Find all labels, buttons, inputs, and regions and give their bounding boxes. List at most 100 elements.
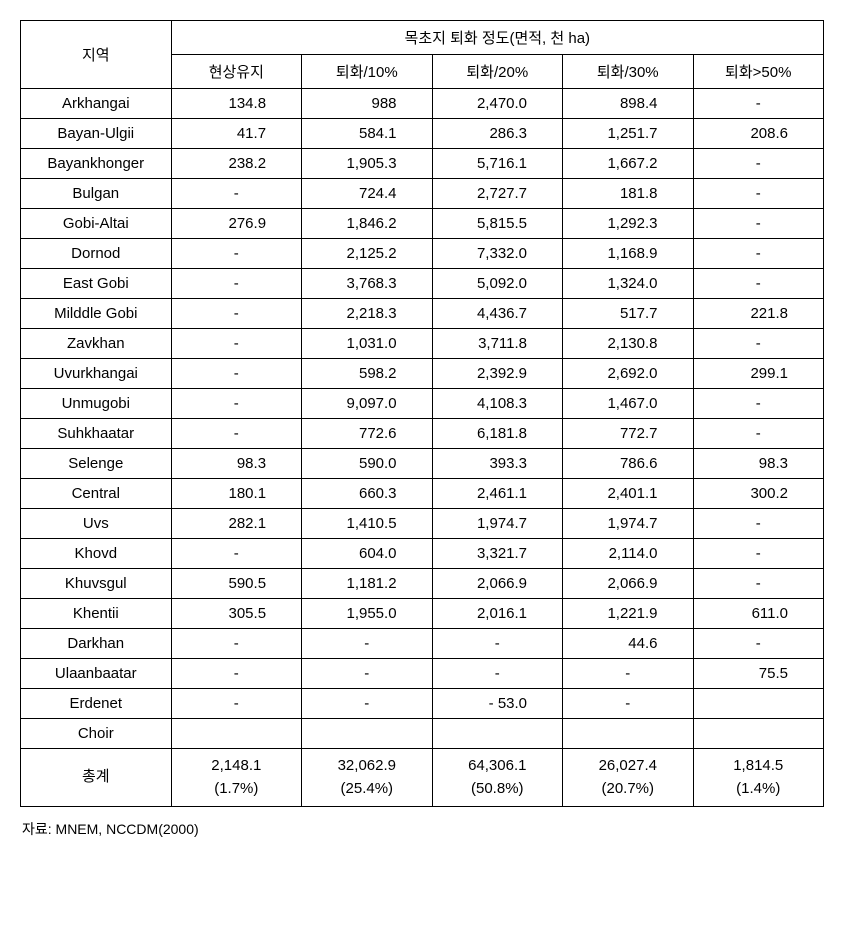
- cell-value: 98.3: [693, 449, 824, 479]
- cell-value: 276.9: [171, 209, 301, 239]
- cell-value: 44.6: [563, 629, 693, 659]
- cell-value: -: [171, 359, 301, 389]
- cell-value: 1,467.0: [563, 389, 693, 419]
- cell-region: Selenge: [21, 449, 172, 479]
- cell-value: 3,768.3: [302, 269, 432, 299]
- cell-value: 1,324.0: [563, 269, 693, 299]
- table-row: Arkhangai134.89882,470.0898.4-: [21, 89, 824, 119]
- header-col-0: 현상유지: [171, 55, 301, 89]
- cell-value: -: [171, 659, 301, 689]
- cell-value: 590.5: [171, 569, 301, 599]
- total-cell: 2,148.1(1.7%): [171, 749, 301, 807]
- cell-value: 1,181.2: [302, 569, 432, 599]
- cell-value: -: [171, 239, 301, 269]
- cell-region: Suhkhaatar: [21, 419, 172, 449]
- cell-value: 1,667.2: [563, 149, 693, 179]
- cell-region: Bulgan: [21, 179, 172, 209]
- table-row: Selenge98.3590.0393.3786.698.3: [21, 449, 824, 479]
- table-row: Erdenet--- 53.0-: [21, 689, 824, 719]
- cell-value: 2,114.0: [563, 539, 693, 569]
- table-row: Unmugobi-9,097.04,108.31,467.0-: [21, 389, 824, 419]
- cell-value: 590.0: [302, 449, 432, 479]
- cell-region: Uvurkhangai: [21, 359, 172, 389]
- cell-value: 98.3: [171, 449, 301, 479]
- cell-value: 1,410.5: [302, 509, 432, 539]
- cell-value: 2,392.9: [432, 359, 562, 389]
- cell-value: 4,436.7: [432, 299, 562, 329]
- cell-value: - 53.0: [432, 689, 562, 719]
- table-row: Uvs282.11,410.51,974.71,974.7-: [21, 509, 824, 539]
- cell-value: -: [302, 659, 432, 689]
- cell-value: 1,974.7: [432, 509, 562, 539]
- cell-value: 2,470.0: [432, 89, 562, 119]
- table-row: Khovd-604.03,321.72,114.0-: [21, 539, 824, 569]
- cell-value: 393.3: [432, 449, 562, 479]
- cell-region: Choir: [21, 719, 172, 749]
- cell-value: 772.7: [563, 419, 693, 449]
- cell-value: 300.2: [693, 479, 824, 509]
- header-col-1: 퇴화/10%: [302, 55, 432, 89]
- cell-value: -: [693, 209, 824, 239]
- cell-value: -: [563, 689, 693, 719]
- cell-value: 282.1: [171, 509, 301, 539]
- cell-value: 1,292.3: [563, 209, 693, 239]
- cell-value: 898.4: [563, 89, 693, 119]
- cell-value: 1,974.7: [563, 509, 693, 539]
- cell-value: -: [302, 629, 432, 659]
- header-group: 목초지 퇴화 정도(면적, 천 ha): [171, 21, 823, 55]
- cell-value: 2,125.2: [302, 239, 432, 269]
- cell-value: -: [563, 659, 693, 689]
- cell-value: 1,251.7: [563, 119, 693, 149]
- cell-value: 221.8: [693, 299, 824, 329]
- table-row: East Gobi-3,768.35,092.01,324.0-: [21, 269, 824, 299]
- table-row: Bayankhonger238.21,905.35,716.11,667.2-: [21, 149, 824, 179]
- cell-value: 604.0: [302, 539, 432, 569]
- header-col-2: 퇴화/20%: [432, 55, 562, 89]
- cell-region: Bayankhonger: [21, 149, 172, 179]
- cell-value: 2,218.3: [302, 299, 432, 329]
- cell-value: 584.1: [302, 119, 432, 149]
- cell-region: East Gobi: [21, 269, 172, 299]
- cell-value: 660.3: [302, 479, 432, 509]
- total-label: 총계: [21, 749, 172, 807]
- cell-value: 1,221.9: [563, 599, 693, 629]
- cell-value: [302, 719, 432, 749]
- total-cell: 64,306.1(50.8%): [432, 749, 562, 807]
- cell-value: 3,321.7: [432, 539, 562, 569]
- cell-value: [693, 689, 824, 719]
- header-region: 지역: [21, 21, 172, 89]
- total-cell: 32,062.9(25.4%): [302, 749, 432, 807]
- cell-value: 1,955.0: [302, 599, 432, 629]
- cell-value: 41.7: [171, 119, 301, 149]
- cell-value: 3,711.8: [432, 329, 562, 359]
- cell-value: 2,401.1: [563, 479, 693, 509]
- cell-region: Khuvsgul: [21, 569, 172, 599]
- cell-value: 180.1: [171, 479, 301, 509]
- grassland-degradation-table: 지역 목초지 퇴화 정도(면적, 천 ha) 현상유지 퇴화/10% 퇴화/20…: [20, 20, 824, 807]
- cell-value: 5,716.1: [432, 149, 562, 179]
- cell-region: Central: [21, 479, 172, 509]
- cell-value: 6,181.8: [432, 419, 562, 449]
- cell-value: 5,092.0: [432, 269, 562, 299]
- cell-value: 611.0: [693, 599, 824, 629]
- cell-region: Khovd: [21, 539, 172, 569]
- cell-value: -: [693, 149, 824, 179]
- cell-region: Erdenet: [21, 689, 172, 719]
- table-row: Suhkhaatar-772.66,181.8772.7-: [21, 419, 824, 449]
- header-col-3: 퇴화/30%: [563, 55, 693, 89]
- cell-value: -: [693, 329, 824, 359]
- cell-value: 2,130.8: [563, 329, 693, 359]
- cell-value: 724.4: [302, 179, 432, 209]
- cell-region: Ulaanbaatar: [21, 659, 172, 689]
- cell-value: -: [171, 389, 301, 419]
- cell-value: 5,815.5: [432, 209, 562, 239]
- cell-value: -: [693, 419, 824, 449]
- cell-value: 988: [302, 89, 432, 119]
- cell-region: Unmugobi: [21, 389, 172, 419]
- table-total-row: 총계2,148.1(1.7%)32,062.9(25.4%)64,306.1(5…: [21, 749, 824, 807]
- table-row: Central180.1660.32,461.12,401.1300.2: [21, 479, 824, 509]
- cell-value: [171, 719, 301, 749]
- cell-region: Zavkhan: [21, 329, 172, 359]
- cell-value: -: [432, 629, 562, 659]
- cell-value: 7,332.0: [432, 239, 562, 269]
